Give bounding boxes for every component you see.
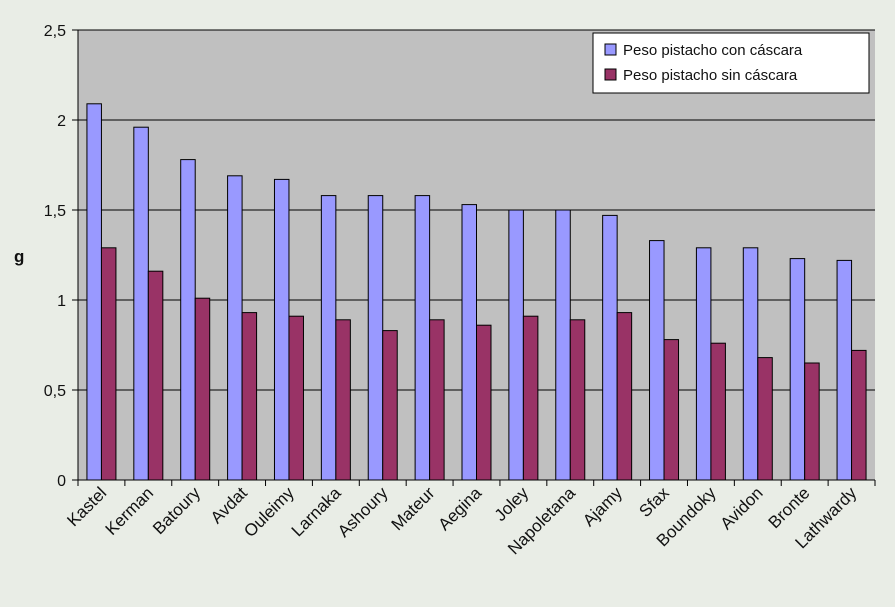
bar-sin-cascara — [710, 342, 726, 481]
bar-con-cascara — [86, 103, 102, 481]
bar-con-cascara — [555, 209, 571, 481]
bar-sin-cascara — [194, 297, 211, 481]
legend-box — [592, 32, 870, 94]
y-axis-label: g — [14, 247, 24, 266]
x-tick-label: Batoury — [149, 483, 204, 538]
bar-sin-cascara — [241, 312, 258, 481]
bar-sin-cascara — [382, 330, 398, 481]
bar-con-cascara — [742, 247, 759, 481]
bar-sin-cascara — [851, 349, 867, 481]
bar-con-cascara — [836, 259, 853, 481]
bar-sin-cascara — [476, 324, 492, 481]
bar-con-cascara — [602, 214, 618, 481]
bar-sin-cascara — [569, 319, 586, 481]
bar-sin-cascara — [522, 315, 539, 481]
y-tick-label: 0 — [57, 473, 66, 490]
bar-sin-cascara — [288, 315, 304, 481]
legend-label-con-cascara: Peso pistacho con cáscara — [623, 42, 803, 59]
bar-sin-cascara — [335, 319, 351, 481]
y-axis: 0 0,5 1 1,5 2 2,5 — [44, 23, 78, 490]
legend-swatch-sin-cascara — [604, 68, 617, 81]
bar-sin-cascara — [663, 339, 680, 481]
bar-sin-cascara — [616, 312, 633, 481]
x-tick-label: Ashoury — [334, 483, 392, 541]
y-tick-label: 1 — [57, 293, 66, 310]
x-tick-label: Joley — [491, 483, 533, 525]
bar-con-cascara — [649, 240, 665, 481]
bar-con-cascara — [508, 209, 524, 481]
y-tick-label: 2,5 — [44, 23, 66, 40]
y-tick-label: 2 — [57, 113, 66, 130]
x-tick-label: Avidon — [717, 483, 767, 533]
x-tick-label: Kerman — [102, 483, 158, 539]
bar-con-cascara — [695, 247, 712, 481]
legend-label-sin-cascara: Peso pistacho sin cáscara — [623, 67, 798, 84]
x-tick-label: Ajamy — [579, 483, 626, 530]
bar-con-cascara — [180, 159, 196, 481]
x-tick-label: Ouleimy — [240, 483, 298, 541]
legend-swatch-con-cascara — [604, 43, 617, 56]
x-tick-label: Aegina — [434, 483, 485, 534]
bar-con-cascara — [320, 195, 337, 481]
bar-con-cascara — [133, 126, 149, 481]
bar-sin-cascara — [100, 247, 117, 481]
bar-con-cascara — [367, 195, 384, 481]
bar-con-cascara — [461, 204, 477, 481]
bar-sin-cascara — [804, 362, 820, 481]
bar-sin-cascara — [757, 357, 773, 481]
legend: Peso pistacho con cáscara Peso pistacho … — [592, 32, 870, 94]
bar-con-cascara — [789, 258, 806, 481]
bar-sin-cascara — [429, 319, 445, 481]
x-tick-label: Larnaka — [288, 483, 345, 540]
x-tick-label: Avdat — [207, 483, 251, 527]
y-tick-label: 0,5 — [44, 383, 66, 400]
x-tick-label: Sfax — [635, 483, 673, 521]
y-tick-label: 1,5 — [44, 203, 66, 220]
bar-con-cascara — [273, 178, 290, 481]
bar-con-cascara — [414, 195, 431, 481]
bar-con-cascara — [227, 175, 243, 481]
x-tick-label: Mateur — [388, 483, 439, 534]
bar-sin-cascara — [147, 270, 164, 481]
